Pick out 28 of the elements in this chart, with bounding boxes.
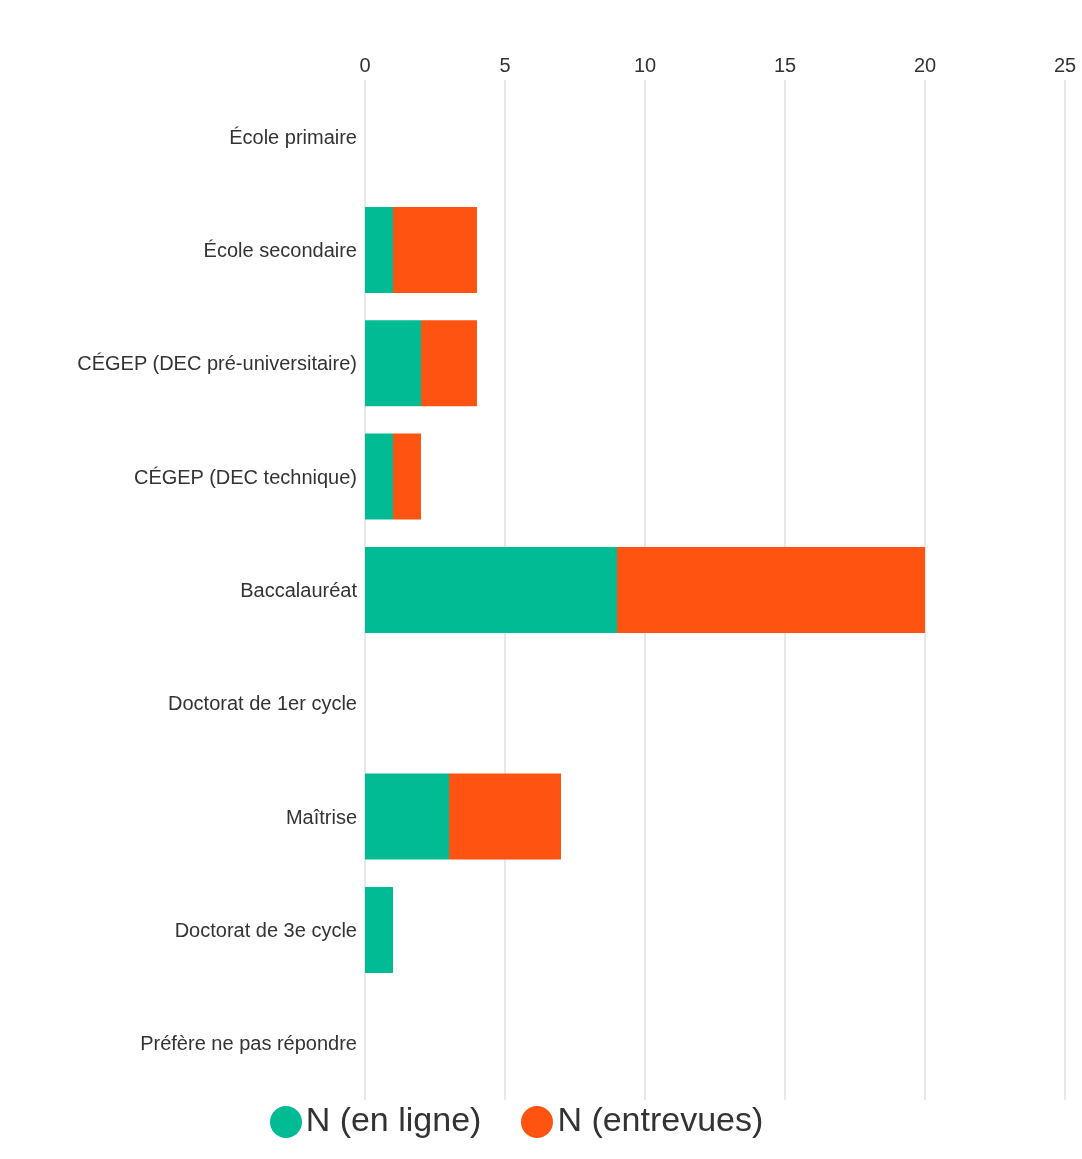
bar xyxy=(617,546,925,633)
bar xyxy=(365,886,393,973)
y-tick-label: Doctorat de 1er cycle xyxy=(168,692,357,715)
legend-label: N (entrevues) xyxy=(557,1100,764,1138)
bar xyxy=(449,773,561,860)
legend-label: N (en ligne) xyxy=(305,1100,482,1138)
bar xyxy=(421,320,477,407)
x-tick-label: 15 xyxy=(773,54,797,76)
y-tick-label: École secondaire xyxy=(203,239,357,262)
y-tick-label: Baccalauréat xyxy=(240,579,358,602)
bar xyxy=(393,206,477,293)
bar xyxy=(365,546,617,633)
bar xyxy=(365,773,449,860)
x-tick-label: 20 xyxy=(913,54,937,76)
bar xyxy=(365,320,421,407)
bar xyxy=(393,433,421,520)
y-tick-label: Doctorat de 3e cycle xyxy=(174,919,357,942)
y-tick-label: CÉGEP (DEC pré-universitaire) xyxy=(77,352,357,375)
bar xyxy=(365,206,393,293)
x-tick-label: 25 xyxy=(1053,54,1077,76)
y-tick-label: École primaire xyxy=(229,125,357,148)
x-tick-label: 10 xyxy=(633,54,657,76)
y-tick-label: Maîtrise xyxy=(285,805,357,828)
y-tick-label: Préfère ne pas répondre xyxy=(140,1032,357,1055)
x-tick-label: 5 xyxy=(499,54,511,76)
x-tick-label: 0 xyxy=(359,54,371,76)
bar xyxy=(365,433,393,520)
y-tick-label: CÉGEP (DEC technique) xyxy=(133,465,357,488)
